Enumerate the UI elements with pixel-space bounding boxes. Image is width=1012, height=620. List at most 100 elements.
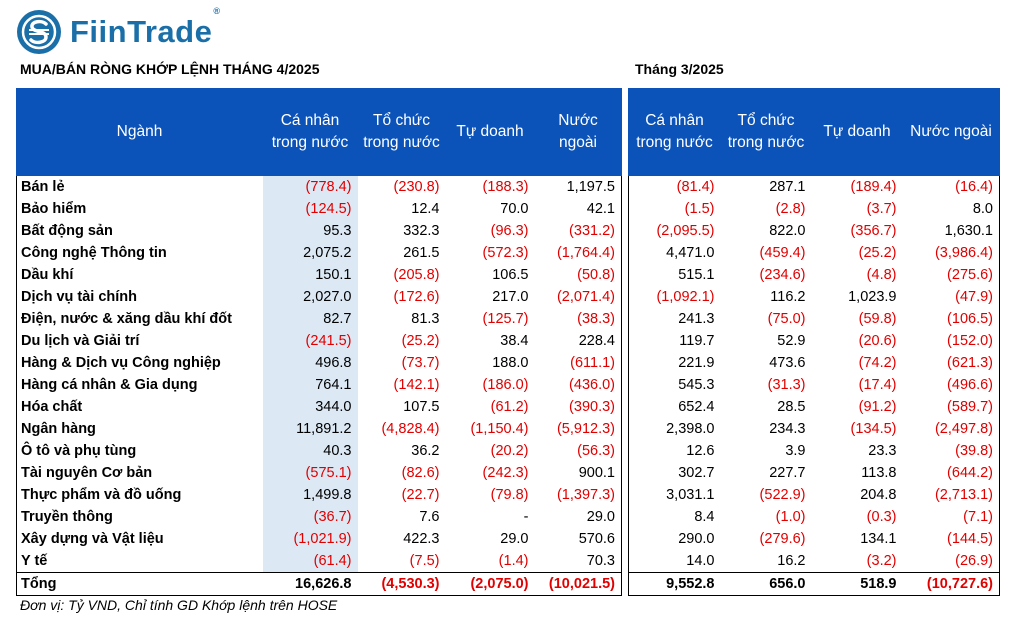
- table-row: 14.0 16.2 (3.2) (26.9): [629, 550, 1000, 573]
- value-cell: 344.0: [262, 396, 358, 418]
- march-total-row: 9,552.8 656.0 518.9 (10,727.6): [628, 572, 1000, 596]
- value-cell: (106.5): [947, 311, 993, 327]
- value-cell: (572.3): [482, 245, 529, 261]
- value-cell: (279.6): [759, 531, 806, 547]
- header-individual: Cá nhân trong nước: [262, 88, 358, 176]
- table-row: Ô tô và phụ tùng 40.3 36.2 (20.2) (56.3): [17, 440, 622, 462]
- sector-name: Thực phẩm và đồ uống: [21, 487, 182, 503]
- value-cell: 70.0: [500, 201, 529, 217]
- table-row: Dịch vụ tài chính 2,027.0 (172.6) 217.0 (2,0…: [17, 286, 622, 308]
- value-cell: (144.5): [947, 531, 993, 547]
- table-row: (2,095.5) 822.0 (356.7) 1,630.1: [629, 220, 1000, 242]
- value-cell: (1.5): [684, 201, 715, 217]
- value-cell: (459.4): [759, 245, 806, 261]
- table-row: 4,471.0 (459.4) (25.2) (3,986.4): [629, 242, 1000, 264]
- value-cell: 16.2: [777, 553, 806, 569]
- april-total-row: Tổng 16,626.8 (4,530.3) (2,075.0) (10,02…: [16, 572, 622, 596]
- value-cell: (38.3): [577, 311, 615, 327]
- header-proprietary: Tự doanh: [445, 88, 535, 176]
- value-cell: (7.1): [963, 509, 993, 525]
- table-row: Tài nguyên Cơ bản (575.1) (82.6) (242.3) 900…: [17, 462, 622, 484]
- march-table: Cá nhân trong nước Tổ chức trong nước Tự…: [628, 88, 1000, 596]
- value-cell: (31.3): [767, 377, 806, 393]
- value-cell: (2.8): [775, 201, 806, 217]
- fiintrade-logo-icon: [17, 10, 61, 54]
- value-cell: 38.4: [500, 333, 529, 349]
- value-cell: (134.5): [850, 421, 897, 437]
- sector-name: Điện, nước & xăng dầu khí đốt: [21, 311, 232, 327]
- value-cell: 8.4: [694, 509, 715, 525]
- table-row: 302.7 227.7 113.8 (644.2): [629, 462, 1000, 484]
- value-cell: (20.2): [490, 443, 529, 459]
- value-cell: 28.5: [777, 399, 806, 415]
- value-cell: (0.3): [866, 509, 897, 525]
- footnote: Đơn vị: Tỷ VND, Chỉ tính GD Khớp lệnh tr…: [20, 597, 338, 613]
- header-foreign: Nước ngoài: [534, 88, 622, 176]
- total-cell: (2,075.0): [445, 572, 535, 596]
- value-cell: (644.2): [947, 465, 993, 481]
- value-cell: 3.9: [785, 443, 806, 459]
- value-cell: (82.6): [401, 465, 440, 481]
- table-row: 12.6 3.9 23.3 (39.8): [629, 440, 1000, 462]
- value-cell: 302.7: [678, 465, 715, 481]
- header-individual: Cá nhân trong nước: [628, 88, 721, 176]
- value-cell: (522.9): [759, 487, 806, 503]
- table-row: 8.4 (1.0) (0.3) (7.1): [629, 506, 1000, 528]
- table-row: Dầu khí 150.1 (205.8) 106.5 (50.8): [17, 264, 622, 286]
- table-row: Công nghệ Thông tin 2,075.2 261.5 (572.3) (1…: [17, 242, 622, 264]
- table-title-april: MUA/BÁN RÒNG KHỚP LỆNH THÁNG 4/2025: [20, 61, 320, 77]
- sector-name: Hàng cá nhân & Gia dụng: [21, 377, 198, 393]
- value-cell: 52.9: [777, 333, 806, 349]
- value-cell: 188.0: [492, 355, 529, 371]
- value-cell: 3,031.1: [666, 487, 715, 503]
- value-cell: (125.7): [482, 311, 529, 327]
- header-institution: Tổ chức trong nước: [357, 88, 446, 176]
- table-row: Bán lẻ (778.4) (230.8) (188.3) 1,197.5: [17, 175, 622, 198]
- value-cell: 1,630.1: [944, 223, 993, 239]
- value-cell: 1,499.8: [262, 484, 358, 506]
- value-cell: (778.4): [262, 175, 358, 198]
- total-cell: 518.9: [811, 572, 903, 596]
- value-cell: (230.8): [393, 179, 440, 195]
- value-cell: 217.0: [492, 289, 529, 305]
- value-cell: (2,497.8): [934, 421, 993, 437]
- march-header-row: Cá nhân trong nước Tổ chức trong nước Tự…: [628, 88, 1000, 176]
- value-cell: 2,075.2: [262, 242, 358, 264]
- value-cell: (275.6): [947, 267, 993, 283]
- april-header-row: Ngành Cá nhân trong nước Tổ chức trong n…: [16, 88, 622, 176]
- value-cell: 4,471.0: [666, 245, 715, 261]
- value-cell: 241.3: [678, 311, 715, 327]
- value-cell: 29.0: [586, 509, 615, 525]
- value-cell: 14.0: [686, 553, 715, 569]
- value-cell: (124.5): [262, 198, 358, 220]
- sector-name: Y tế: [21, 553, 48, 569]
- value-cell: (242.3): [482, 465, 529, 481]
- table-row: 545.3 (31.3) (17.4) (496.6): [629, 374, 1000, 396]
- value-cell: (1,092.1): [656, 289, 715, 305]
- sector-name: Công nghệ Thông tin: [21, 245, 167, 261]
- value-cell: (17.4): [858, 377, 897, 393]
- value-cell: (152.0): [947, 333, 993, 349]
- value-cell: (73.7): [401, 355, 440, 371]
- value-cell: (25.2): [401, 333, 440, 349]
- value-cell: 227.7: [769, 465, 806, 481]
- value-cell: 42.1: [586, 201, 615, 217]
- value-cell: (142.1): [393, 377, 440, 393]
- total-label: Tổng: [16, 572, 263, 596]
- value-cell: (36.7): [262, 506, 358, 528]
- value-cell: (496.6): [947, 377, 993, 393]
- table-row: Hóa chất 344.0 107.5 (61.2) (390.3): [17, 396, 622, 418]
- total-cell: (10,727.6): [902, 572, 1000, 596]
- value-cell: (234.6): [759, 267, 806, 283]
- value-cell: 652.4: [678, 399, 715, 415]
- value-cell: (241.5): [262, 330, 358, 352]
- value-cell: (1.0): [775, 509, 806, 525]
- table-row: Hàng cá nhân & Gia dụng 764.1 (142.1) (186.…: [17, 374, 622, 396]
- table-row: (1,092.1) 116.2 1,023.9 (47.9): [629, 286, 1000, 308]
- value-cell: 290.0: [678, 531, 715, 547]
- value-cell: (4,828.4): [381, 421, 440, 437]
- table-row: Y tế (61.4) (7.5) (1.4) 70.3: [17, 550, 622, 573]
- value-cell: 900.1: [578, 465, 615, 481]
- header-sector: Ngành: [16, 88, 263, 176]
- value-cell: 764.1: [262, 374, 358, 396]
